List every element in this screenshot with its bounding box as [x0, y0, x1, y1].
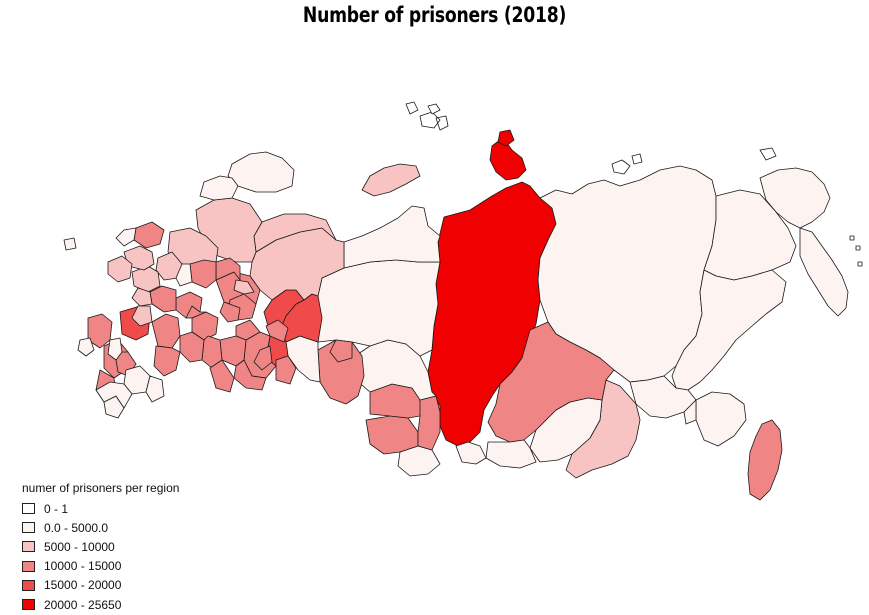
region-volgograd: Volgograd: [151, 313, 181, 349]
region-astrakhan: Astrakhan: [145, 375, 165, 403]
region-irkutsk: Irkutsk: [487, 321, 615, 443]
region-kuril-islands: Kuril Islands: [849, 235, 863, 267]
legend-item: 10000 - 15000: [22, 557, 179, 576]
legend-swatch: [22, 599, 35, 611]
region-kamchatka: Kamchatka: [799, 227, 849, 317]
region-north-caucasus: North Caucasus: [95, 381, 133, 409]
legend-title: numer of prisoners per region: [22, 481, 180, 495]
region-wrangel: Wrangel: [759, 147, 777, 161]
region-ryazan: Ryazan: [185, 305, 207, 319]
region-udmurtia: Udmurtia: [189, 259, 217, 289]
region-jewish-ao: Jewish AO: [683, 399, 697, 425]
region-pskov: Pskov: [107, 255, 133, 283]
region-novaya-zemlya: Novaya Zemlya: [361, 163, 421, 197]
legend-swatch: [22, 541, 35, 553]
region-voronezh: Voronezh: [153, 345, 181, 377]
legend-item: 0.0 - 5000.0: [22, 518, 179, 537]
legend-label: 0 - 1: [44, 501, 69, 516]
legend-swatch: [22, 579, 35, 591]
legend-label: 15000 - 20000: [44, 578, 122, 593]
legend-item: 20000 - 25650: [22, 595, 179, 614]
legend-swatch: [22, 560, 35, 572]
region-kostroma: Kostroma: [175, 263, 193, 287]
region-sakhalin: Sakhalin: [747, 419, 783, 501]
region-severnaya-zemlya: Severnaya Zemlya: [497, 129, 515, 147]
legend-item: 0 - 1: [22, 499, 179, 518]
legend-item: 15000 - 20000: [22, 576, 179, 595]
region-ulyanovsk: Ulyanovsk: [219, 301, 241, 323]
region-khabarovsk: Khabarovsk: [671, 269, 787, 391]
region-bryansk: Bryansk: [149, 285, 177, 313]
region-franz-josef-land: Franz Josef Land: [427, 103, 441, 115]
region-ivanovo: Ivanovo: [131, 287, 153, 307]
region-taymyr: Taymyr: [489, 139, 527, 181]
legend-label: 0.0 - 5000.0: [44, 520, 109, 535]
legend-swatch: [22, 522, 35, 534]
region-orenburg: Orenburg: [233, 359, 267, 391]
region-kaliningrad: Kaliningrad: [63, 237, 77, 251]
region-khanty-mansi: Khanty-Mansi: [311, 259, 441, 357]
region-altai-krai: Altai Krai: [365, 415, 419, 455]
region-saratov: Saratov: [219, 335, 247, 367]
region-yamalo-nenets: Yamalo-Nenets: [343, 205, 441, 269]
region-novosibirsk-islands: Novosibirsk Islands: [611, 153, 643, 175]
region-arctic-islands: Arctic islands: [405, 101, 449, 131]
region-chuvashia: Chuvashia: [253, 345, 273, 371]
legend-label: 10000 - 15000: [44, 559, 122, 574]
legend-item: 5000 - 10000: [22, 537, 179, 556]
region-karelia: Karelia: [199, 175, 239, 201]
region-samara: Samara: [235, 319, 261, 341]
legend-label: 5000 - 10000: [44, 539, 115, 554]
region-primorsky: Primorsky: [695, 391, 747, 447]
region-belgorod: Belgorod: [209, 359, 235, 393]
map-title: Number of prisoners (2018): [302, 3, 567, 27]
region-lipetsk: Lipetsk: [265, 319, 289, 343]
region-novgorod: Novgorod: [115, 227, 137, 247]
legend: numer of prisoners per region 0 - 1 0.0 …: [22, 481, 179, 614]
region-orel: Orel: [131, 305, 153, 327]
region-crimea: Crimea: [77, 337, 95, 357]
region-kemerovo: Kemerovo: [417, 395, 441, 451]
region-vladimir: Vladimir: [275, 355, 297, 385]
region-kurgan: Kurgan: [329, 339, 353, 363]
legend-label: 20000 - 25650: [44, 597, 122, 612]
region-kaluga: Kaluga: [107, 337, 123, 361]
region-leningrad: Leningrad: [133, 221, 165, 249]
region-mari-el: Mari El: [233, 279, 255, 295]
region-khakassia: Khakassia: [455, 441, 487, 465]
legend-swatch: [22, 503, 35, 515]
region-tyva: Tyva: [485, 439, 537, 469]
